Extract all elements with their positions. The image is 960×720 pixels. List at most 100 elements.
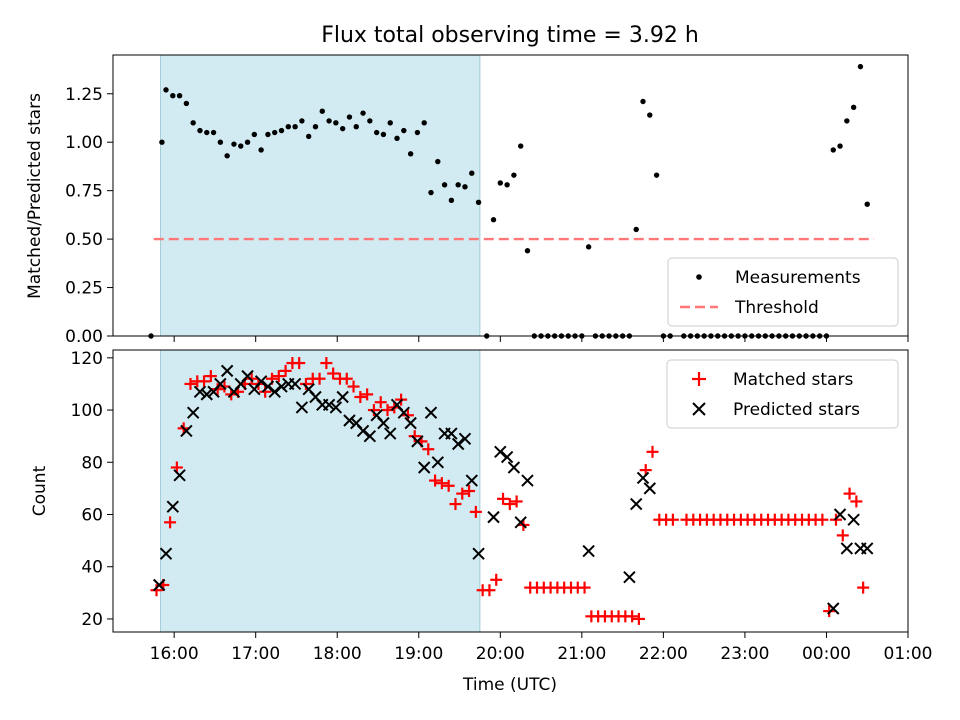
predicted-star-point: [458, 432, 472, 445]
legend-threshold-label: Threshold: [734, 298, 819, 318]
matched-star-point: [408, 430, 421, 443]
predicted-star-point: [445, 427, 458, 440]
y-tick-label: 60: [81, 506, 103, 526]
predicted-star-point: [180, 424, 193, 438]
matched-star-point: [490, 573, 503, 586]
predicted-star-point: [159, 547, 173, 560]
measurement-point: [850, 104, 857, 111]
predicted-star-point: [404, 416, 417, 430]
bottom-shaded-interval: [160, 349, 481, 633]
predicted-star-point: [220, 364, 234, 378]
matched-star-point: [823, 605, 836, 618]
matched-star-point: [340, 372, 353, 385]
predicted-star-point: [193, 385, 207, 398]
measurement-point: [224, 153, 230, 159]
measurement-point: [339, 125, 346, 132]
predicted-star-point: [833, 508, 847, 521]
measurement-point: [292, 124, 298, 130]
y-tick-label: 0.50: [65, 230, 103, 250]
predicted-star-point: [288, 377, 302, 391]
matched-star-point: [320, 357, 333, 370]
chart-title: Flux total observing time = 3.92 h: [321, 23, 699, 48]
measurement-point: [367, 118, 373, 124]
measurement-point: [511, 172, 517, 178]
measurement-point: [190, 120, 196, 126]
measurement-point: [170, 92, 176, 99]
y-tick-label: 1.25: [65, 85, 103, 105]
predicted-star-point: [268, 385, 281, 398]
predicted-star-point: [643, 482, 657, 495]
measurement-point: [353, 124, 359, 130]
matched-star-point: [456, 487, 469, 500]
measurement-point: [864, 201, 870, 207]
predicted-star-point: [861, 542, 874, 555]
y-tick-label: 20: [81, 610, 103, 630]
bottom-plot-frame: [112, 349, 909, 633]
matched-star-point: [198, 375, 211, 388]
matched-star-point: [449, 498, 462, 511]
measurement-point: [159, 139, 165, 145]
matched-star-point: [347, 380, 360, 393]
predicted-star-point: [329, 401, 343, 414]
y-tick-label: 120: [71, 349, 103, 369]
measurement-point: [312, 124, 319, 130]
legend-matched-marker: [692, 372, 706, 386]
x-axis-label: Time (UTC): [462, 675, 557, 695]
top-panel: 0.00 0.25 0.50 0.75 1.00 1.25 Matched/Predict…: [25, 54, 909, 347]
measurement-point: [346, 114, 353, 120]
matched-star-point: [497, 492, 510, 505]
measurement-point: [414, 129, 421, 136]
matched-star-point: [245, 372, 258, 385]
measurement-point: [360, 110, 366, 116]
measurement-point: [373, 129, 380, 136]
measurement-point: [387, 120, 393, 126]
y-tick-label: 0.25: [65, 279, 103, 299]
legend-measurements-label: Measurements: [735, 268, 861, 288]
measurement-point: [285, 124, 292, 130]
predicted-star-point: [636, 471, 650, 485]
predicted-star-point: [200, 388, 213, 401]
measurement-point: [455, 182, 461, 188]
matched-star-point: [442, 479, 455, 492]
predicted-star-point: [377, 416, 390, 430]
predicted-star-point: [152, 578, 166, 592]
measurement-point: [380, 131, 387, 138]
measurement-point: [394, 135, 400, 142]
x-tick-label: 20:00: [476, 644, 525, 664]
predicted-star-point: [397, 406, 411, 419]
predicted-star-point: [521, 474, 534, 487]
predicted-star-point: [494, 445, 507, 459]
predicted-star-point: [214, 377, 227, 391]
predicted-star-point: [322, 398, 336, 412]
predicted-star-point: [424, 406, 438, 419]
matched-star-point: [435, 477, 448, 490]
matched-star-point: [204, 370, 217, 383]
x-tick-label: 23:00: [720, 644, 769, 664]
predicted-star-point: [343, 414, 356, 427]
bottom-legend: Matched stars Predicted stars: [666, 359, 899, 429]
measurement-point: [490, 217, 497, 223]
matched-star-point: [578, 581, 591, 594]
legend-matched-label: Matched stars: [733, 370, 853, 390]
measurement-point: [204, 129, 210, 136]
predicted-star-point: [166, 500, 180, 513]
measurement-point: [217, 139, 224, 145]
x-tick-label: 16:00: [150, 644, 199, 664]
predicted-star-point: [261, 380, 275, 393]
top-legend: Measurements Threshold: [667, 257, 899, 327]
measurement-point: [401, 127, 407, 134]
matched-star-point: [293, 357, 306, 370]
measurement-point: [448, 197, 455, 204]
matched-star-point: [272, 370, 285, 383]
measurement-point: [258, 147, 264, 153]
matched-star-point: [422, 443, 435, 456]
measurement-point: [441, 182, 448, 188]
measurement-point: [475, 199, 482, 205]
predicted-star-point: [507, 461, 521, 474]
x-tick-label: 21:00: [557, 644, 606, 664]
measurement-point: [231, 141, 237, 147]
measurement-point: [407, 151, 414, 157]
measurement-point: [163, 87, 169, 93]
bottom-x-axis: 16:00 17:00 18:00 19:00 20:00 21:00 22:00 23:00…: [150, 632, 933, 664]
